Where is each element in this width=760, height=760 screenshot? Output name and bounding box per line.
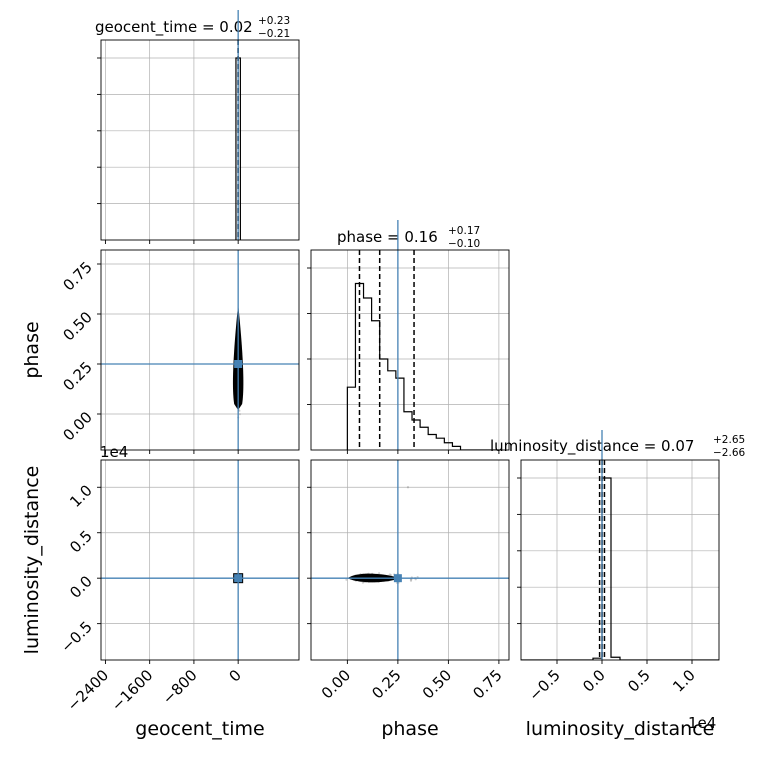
title-geocent-time: geocent_time = 0.02 <box>95 18 253 37</box>
ytick-label-luminosity_distance-0: −0.5 <box>57 618 95 656</box>
scatter-phase-vs-geocent_time <box>101 250 299 450</box>
title-phase-plus: +0.17 <box>448 225 480 237</box>
ytick-label-phase-1: 0.25 <box>59 358 95 394</box>
ytick-label-luminosity_distance-2: 0.5 <box>66 527 96 557</box>
hist-step-luminosity_distance <box>521 477 719 660</box>
offset-label-x-luminosity-distance: 1e4 <box>688 714 716 732</box>
hist-phase <box>346 250 501 450</box>
sample-point <box>238 409 241 412</box>
sample-point <box>378 572 381 575</box>
hist-luminosity_distance <box>521 460 719 660</box>
truth-marker-2-1 <box>393 574 402 583</box>
xlabel-phase: phase <box>381 718 438 740</box>
xtick-label-phase-3: 0.75 <box>469 666 505 702</box>
ylabel-luminosity-distance: luminosity_distance <box>21 466 43 655</box>
panel-frame-1-0 <box>100 249 300 451</box>
sample-point <box>409 579 413 582</box>
ytick-label-phase-2: 0.50 <box>59 308 95 344</box>
sample-point <box>238 413 241 416</box>
sample-point <box>345 578 348 581</box>
title-geocent-time-minus: −0.21 <box>258 28 290 40</box>
panel-frame-0-0 <box>100 39 300 241</box>
panel-frame-1-1 <box>310 249 510 451</box>
panel-frame-2-0 <box>100 459 300 661</box>
title-phase-minus: −0.10 <box>448 238 480 250</box>
xtick-label-geocent_time-2: −800 <box>159 666 201 708</box>
sample-point <box>389 574 393 577</box>
title-luminosity-distance-plus: +2.65 <box>713 434 745 446</box>
xlabel-geocent-time: geocent_time <box>135 718 264 740</box>
truth-marker-2-0 <box>234 574 243 583</box>
xtick-label-geocent_time-0: −2400 <box>64 666 113 715</box>
panel-frame-2-1 <box>310 459 510 661</box>
xtick-label-phase-0: 0.00 <box>318 666 354 702</box>
sample-point-outlier <box>406 486 410 489</box>
xtick-label-luminosity_distance-3: 1.0 <box>669 666 699 696</box>
scatter-luminosity_distance-vs-phase <box>311 460 509 660</box>
ytick-label-luminosity_distance-3: 1.0 <box>66 481 96 511</box>
offset-label-y-luminosity-distance: 1e4 <box>100 443 128 461</box>
ytick-label-luminosity_distance-1: 0.0 <box>66 572 96 602</box>
xtick-label-luminosity_distance-1: 0.0 <box>579 666 609 696</box>
xtick-label-phase-1: 0.25 <box>368 666 404 702</box>
xtick-label-luminosity_distance-2: 0.5 <box>624 666 654 696</box>
title-geocent-time-plus: +0.23 <box>258 15 290 27</box>
xtick-label-phase-2: 0.50 <box>419 666 455 702</box>
ytick-label-phase-3: 0.75 <box>59 258 95 294</box>
hist-step-phase <box>346 282 501 450</box>
truth-marker-1-0 <box>234 360 243 368</box>
sample-point <box>361 581 364 584</box>
title-luminosity-distance: luminosity_distance = 0.07 <box>490 437 694 456</box>
xtick-label-geocent_time-1: −1600 <box>108 666 157 715</box>
xtick-label-geocent_time-3: 0 <box>226 666 245 685</box>
title-luminosity-distance-minus: −2.66 <box>713 447 745 459</box>
panel-frame-2-2 <box>520 459 720 661</box>
xlabel-luminosity-distance: luminosity_distance <box>526 718 715 740</box>
ylabel-phase: phase <box>21 321 43 378</box>
xtick-label-luminosity_distance-0: −0.5 <box>525 666 563 704</box>
sample-point <box>388 573 392 576</box>
title-phase: phase = 0.16 <box>337 228 438 246</box>
sample-point <box>409 578 413 581</box>
scatter-luminosity_distance-vs-geocent_time <box>101 460 299 660</box>
ytick-label-phase-0: 0.00 <box>59 408 95 444</box>
